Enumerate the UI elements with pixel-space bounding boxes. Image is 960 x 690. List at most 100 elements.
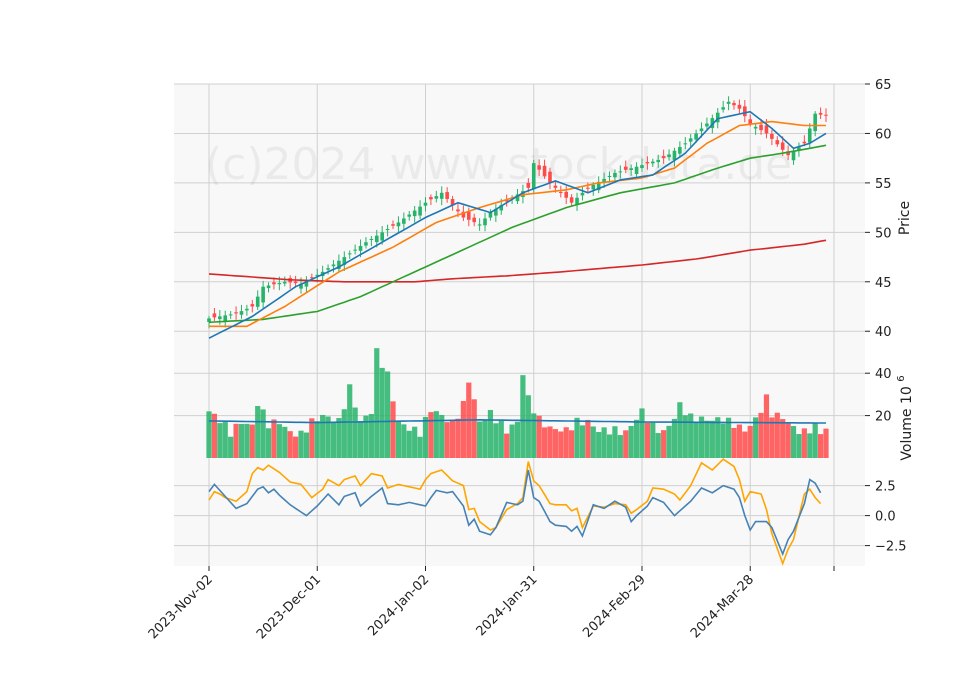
volume-bar bbox=[801, 428, 807, 458]
macd-tick-label: 2.5 bbox=[875, 480, 896, 495]
date-tick-label: 2024-Jan-02 bbox=[365, 572, 432, 639]
candle-body bbox=[807, 128, 812, 143]
volume-bar bbox=[563, 427, 569, 458]
candle-body bbox=[586, 187, 590, 189]
candle-body bbox=[299, 283, 303, 289]
candle-body bbox=[780, 142, 785, 150]
candle-body bbox=[223, 315, 228, 322]
candle-body bbox=[282, 281, 287, 284]
candle-body bbox=[596, 181, 601, 191]
candle-body bbox=[667, 154, 671, 158]
volume-bar bbox=[661, 430, 667, 458]
candle-body bbox=[402, 218, 406, 224]
candle-body bbox=[342, 257, 347, 265]
candle-body bbox=[564, 191, 569, 198]
volume-bar bbox=[390, 401, 396, 458]
date-tick-label: 2024-Mar-28 bbox=[688, 572, 757, 641]
volume-bar bbox=[228, 436, 234, 458]
volume-bar bbox=[579, 425, 586, 458]
volume-bar bbox=[731, 427, 737, 458]
volume-bar bbox=[325, 416, 331, 458]
candle-body bbox=[786, 151, 790, 156]
date-tick-label: 2024-Jan-31 bbox=[474, 572, 541, 639]
candle-body bbox=[374, 235, 379, 243]
candle-body bbox=[743, 106, 747, 117]
candle-body bbox=[207, 318, 211, 322]
candle-body bbox=[721, 107, 725, 110]
candle-body bbox=[504, 200, 509, 202]
candle-body bbox=[423, 202, 428, 206]
candle-body bbox=[477, 224, 482, 226]
candle-body bbox=[672, 150, 677, 160]
volume-bar bbox=[531, 413, 537, 458]
candle-body bbox=[358, 245, 363, 251]
candle-body bbox=[683, 143, 688, 145]
macd-panel: 2.5 0.0 −2.5 bbox=[174, 458, 907, 566]
volume-bar bbox=[222, 422, 228, 458]
volume-bar bbox=[255, 406, 261, 458]
candle-body bbox=[824, 114, 828, 116]
candle-body bbox=[499, 205, 504, 211]
candle-body bbox=[315, 274, 320, 277]
volume-bar bbox=[206, 411, 212, 458]
volume-bar bbox=[260, 409, 266, 458]
volume-bar bbox=[747, 425, 753, 458]
volume-bar bbox=[671, 418, 678, 458]
candle-body bbox=[515, 194, 520, 202]
volume-bar bbox=[763, 394, 770, 458]
volume-bar bbox=[211, 413, 218, 458]
volume-bar bbox=[774, 412, 780, 458]
candle-body bbox=[688, 138, 693, 142]
candle-body bbox=[569, 197, 574, 203]
volume-bar bbox=[617, 435, 623, 458]
candle-body bbox=[705, 123, 709, 127]
volume-bar bbox=[817, 434, 824, 458]
volume-tick-label: 40 bbox=[875, 367, 892, 382]
volume-bar bbox=[623, 430, 629, 458]
candle-body bbox=[591, 184, 596, 190]
volume-bar bbox=[547, 426, 553, 458]
volume-bar bbox=[758, 412, 764, 458]
volume-bar bbox=[482, 419, 488, 458]
volume-bar bbox=[541, 427, 548, 458]
volume-bar bbox=[244, 423, 250, 458]
volume-bar bbox=[498, 420, 504, 458]
volume-axis-label-base: Volume 10 bbox=[899, 386, 915, 460]
volume-bar bbox=[666, 425, 672, 458]
candle-body bbox=[250, 304, 255, 307]
candle-body bbox=[531, 163, 536, 190]
volume-bar bbox=[422, 416, 429, 458]
volume-average-line bbox=[208, 418, 826, 424]
volume-bar bbox=[460, 400, 466, 458]
volume-bar bbox=[698, 416, 705, 458]
price-tick-labels: 40 45 50 55 60 65 bbox=[865, 78, 892, 340]
volume-bar bbox=[709, 420, 715, 458]
price-panel: (c)2024 www.stockdata.de 40 45 50 55 60 65 Pr… bbox=[174, 78, 913, 352]
candle-body bbox=[715, 112, 720, 123]
volume-bar bbox=[417, 436, 423, 458]
volume-bar bbox=[753, 417, 759, 458]
candle-body bbox=[759, 124, 763, 131]
sma-long-line bbox=[208, 144, 827, 324]
volume-bar bbox=[217, 423, 223, 458]
candle-body bbox=[775, 140, 780, 145]
volume-bar bbox=[688, 413, 694, 458]
macd-tick-label: −2.5 bbox=[875, 540, 907, 555]
candle-body bbox=[645, 162, 650, 164]
volume-bar bbox=[374, 348, 380, 458]
candle-body bbox=[434, 196, 439, 199]
candle-body bbox=[613, 173, 617, 178]
candle-body bbox=[483, 218, 487, 226]
candle-body bbox=[678, 147, 682, 154]
volume-bar bbox=[590, 426, 596, 458]
candle-body bbox=[326, 268, 330, 270]
date-tick-label: 2023-Dec-01 bbox=[254, 572, 324, 642]
candle-body bbox=[694, 133, 698, 140]
candle-body bbox=[797, 147, 801, 151]
volume-bar bbox=[282, 426, 288, 458]
volume-bar bbox=[655, 433, 661, 458]
candle-body bbox=[293, 281, 298, 284]
volume-bar bbox=[363, 415, 369, 458]
volume-bar bbox=[471, 399, 477, 458]
